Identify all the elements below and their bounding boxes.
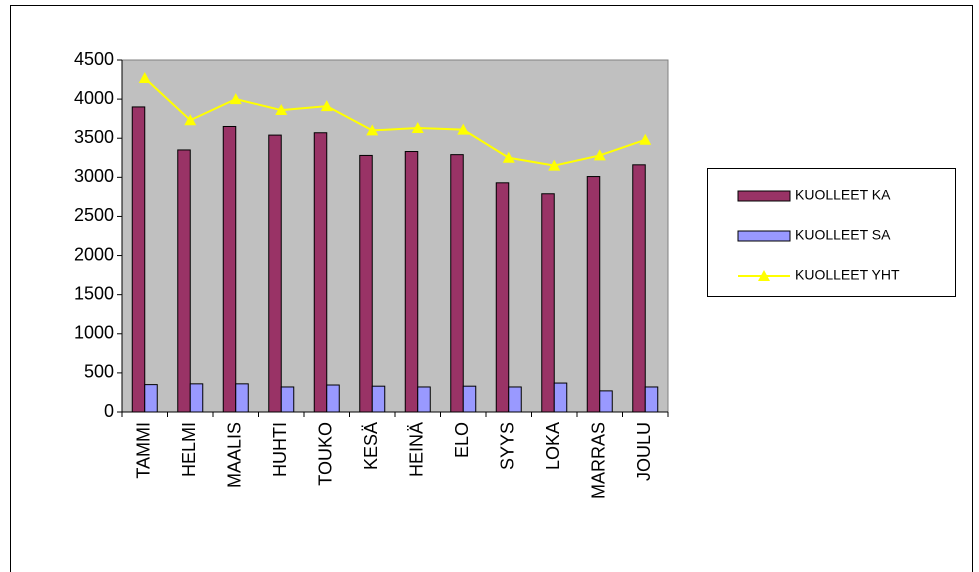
bar: [177, 149, 191, 413]
bar: [404, 151, 419, 413]
x-tick-label: MARRAS: [589, 422, 609, 499]
line-marker: [275, 104, 288, 116]
bar: [144, 384, 158, 413]
x-tick-label: KESÄ: [361, 422, 381, 470]
x-tick-label: JOULU: [634, 422, 654, 481]
y-tick-label: 3000: [74, 166, 114, 186]
y-tick-label: 2500: [74, 205, 114, 225]
line-marker: [366, 124, 379, 136]
x-tick-label: TAMMI: [134, 422, 154, 479]
y-tick-label: 2000: [74, 244, 114, 264]
x-tick-label: HEINÄ: [407, 422, 427, 477]
line-marker: [457, 123, 470, 135]
bar: [417, 386, 431, 413]
line-marker: [758, 270, 770, 281]
y-tick-label: 500: [84, 362, 114, 382]
y-tick-label: 1500: [74, 283, 114, 303]
x-tick-label: SYYS: [498, 422, 518, 470]
bar: [313, 132, 328, 413]
line-marker: [138, 71, 151, 83]
bar: [495, 182, 510, 413]
bar: [131, 106, 146, 413]
line-marker: [502, 151, 515, 163]
y-tick-label: 0: [104, 401, 114, 421]
line-marker: [548, 159, 561, 171]
bar: [586, 176, 601, 413]
bar: [280, 386, 295, 413]
bar: [541, 193, 555, 413]
line-marker: [593, 149, 606, 161]
legend-label: KUOLLEET SA: [795, 227, 891, 243]
bar: [326, 384, 340, 413]
bar: [462, 385, 477, 413]
bar: [599, 390, 613, 413]
plot-area: [121, 59, 669, 413]
bar: [222, 125, 237, 413]
line-marker: [411, 122, 424, 134]
bar: [644, 386, 659, 413]
y-tick-label: 3500: [74, 127, 114, 147]
y-tick-label: 4500: [74, 49, 114, 69]
bar: [359, 154, 373, 413]
bar: [553, 382, 568, 413]
bar: [189, 383, 204, 413]
x-tick-label: HELMI: [179, 422, 199, 477]
x-tick-label: LOKA: [543, 422, 563, 470]
bar: [268, 134, 282, 413]
x-tick-label: HUHTI: [270, 422, 290, 477]
bar: [235, 383, 249, 413]
legend-label: KUOLLEET YHT: [795, 267, 900, 283]
line-marker: [320, 100, 333, 112]
bar: [632, 164, 646, 413]
y-tick-label: 4000: [74, 88, 114, 108]
y-tick-label: 1000: [74, 323, 114, 343]
x-tick-label: TOUKO: [316, 422, 336, 486]
legend-label: KUOLLEET KA: [795, 187, 891, 203]
line-series: [144, 77, 646, 167]
legend-swatch: [737, 190, 791, 202]
legend-swatch: [737, 230, 791, 242]
x-tick-label: ELO: [452, 422, 472, 458]
bar: [508, 386, 522, 413]
line-marker: [229, 93, 242, 105]
bar: [450, 154, 464, 413]
x-tick-label: MAALIS: [225, 422, 245, 488]
line-marker: [639, 133, 652, 145]
bar: [371, 385, 386, 413]
line-marker: [184, 114, 197, 126]
